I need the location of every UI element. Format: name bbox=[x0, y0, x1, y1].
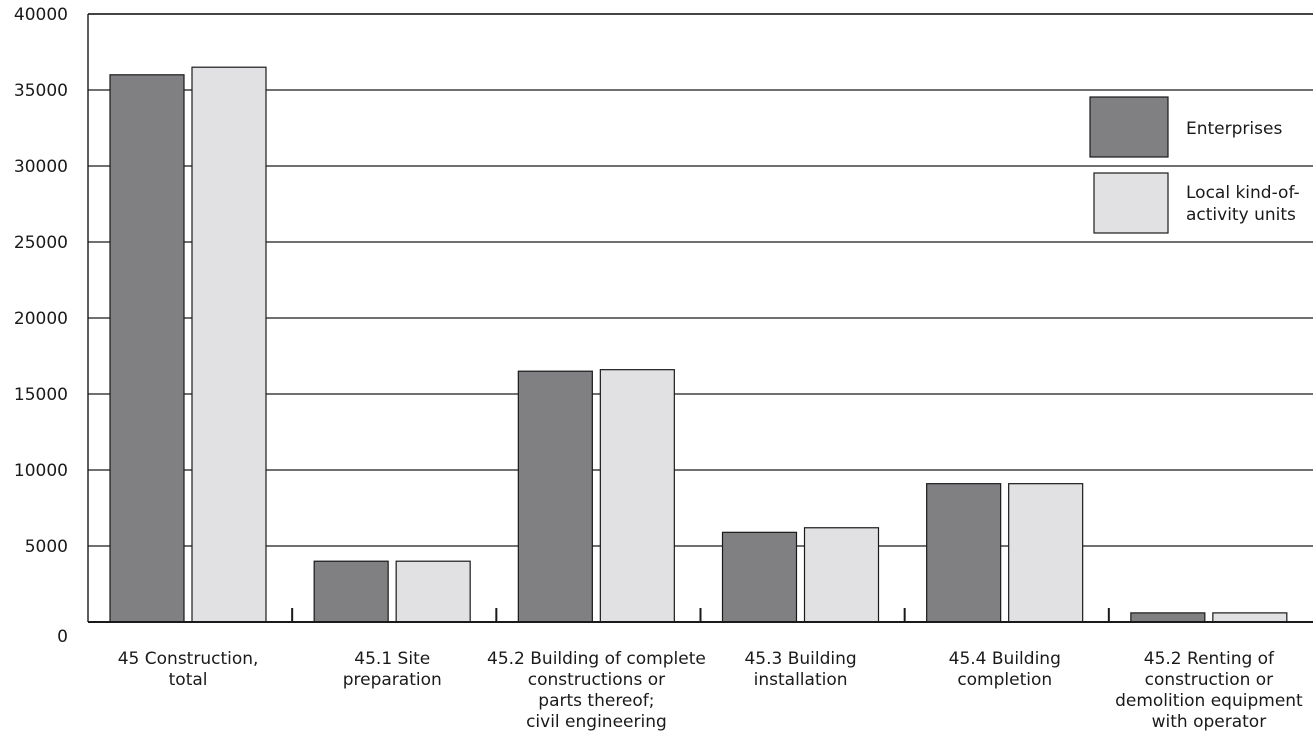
x-category-label-line: construction or bbox=[1145, 670, 1274, 690]
y-tick-label: 0 bbox=[57, 627, 68, 647]
legend-swatch-local-units bbox=[1093, 172, 1169, 234]
y-tick-label: 30000 bbox=[14, 157, 68, 177]
y-tick-label: 25000 bbox=[14, 233, 68, 253]
x-category-label-line: 45.1 Site bbox=[354, 649, 430, 669]
x-category-label-line: total bbox=[169, 670, 208, 690]
y-tick-label: 15000 bbox=[14, 385, 68, 405]
x-category-label-line: 45.3 Building bbox=[744, 649, 856, 669]
gridlines bbox=[88, 13, 1313, 547]
legend: Enterprises Local kind-of-activity units bbox=[1089, 96, 1300, 234]
x-category-label-line: parts thereof; bbox=[538, 691, 654, 711]
bar-enterprises-4 bbox=[926, 483, 1002, 623]
x-category-label-line: preparation bbox=[343, 670, 442, 690]
bar-local-units-2 bbox=[599, 369, 675, 623]
plot-frame bbox=[87, 13, 1313, 622]
x-category-label-line: 45 Construction, bbox=[118, 649, 259, 669]
legend-label-line: Enterprises bbox=[1186, 119, 1282, 139]
bar-enterprises-3 bbox=[721, 531, 798, 623]
legend-swatch-enterprises bbox=[1089, 96, 1169, 158]
x-category-label-line: 45.2 Building of complete bbox=[487, 649, 706, 669]
bar-local-units-0 bbox=[191, 66, 267, 623]
x-category-label-line: 45.4 Building bbox=[949, 649, 1061, 669]
bars bbox=[109, 66, 1288, 623]
x-category-label-line: 45.2 Renting of bbox=[1144, 649, 1275, 669]
axes: 0 5000 10000 15000 20000 25000 30000 35000 40000… bbox=[14, 5, 1313, 732]
x-category-label: 45.3 Building installation bbox=[744, 649, 856, 690]
y-tick-label: 35000 bbox=[14, 81, 68, 101]
x-category-label: 45.2 Renting of construction or demolition… bbox=[1115, 649, 1303, 732]
y-tick-label: 10000 bbox=[14, 461, 68, 481]
x-category-label: 45.2 Building of complete constructions o… bbox=[487, 649, 706, 732]
legend-label-line: activity units bbox=[1186, 205, 1296, 225]
x-category-label-line: with operator bbox=[1152, 712, 1267, 732]
legend-label-local-units: Local kind-of-activity units bbox=[1186, 183, 1300, 225]
legend-label-line: Local kind-of- bbox=[1186, 183, 1300, 203]
bar-local-units-4 bbox=[1008, 483, 1084, 623]
y-tick-label: 5000 bbox=[25, 537, 68, 557]
bar-local-units-1 bbox=[395, 560, 471, 623]
x-category-label-line: civil engineering bbox=[526, 712, 667, 732]
bar-local-units-5 bbox=[1212, 612, 1288, 623]
bar-enterprises-1 bbox=[313, 560, 389, 623]
bar-local-units-3 bbox=[803, 527, 880, 623]
x-category-label: 45.1 Site preparation bbox=[343, 649, 442, 690]
x-category-label-line: demolition equipment bbox=[1115, 691, 1303, 711]
x-category-label: 45 Construction, total bbox=[118, 649, 259, 690]
legend-label-enterprises: Enterprises bbox=[1186, 119, 1282, 139]
x-category-label: 45.4 Building completion bbox=[949, 649, 1061, 690]
x-category-label-line: completion bbox=[957, 670, 1052, 690]
y-tick-label: 20000 bbox=[14, 309, 68, 329]
y-tick-label: 40000 bbox=[14, 5, 68, 25]
bar-enterprises-2 bbox=[517, 370, 593, 623]
bar-enterprises-0 bbox=[109, 74, 185, 623]
bar-enterprises-5 bbox=[1130, 612, 1206, 623]
x-category-label-line: installation bbox=[754, 670, 848, 690]
x-category-label-line: constructions or bbox=[528, 670, 665, 690]
